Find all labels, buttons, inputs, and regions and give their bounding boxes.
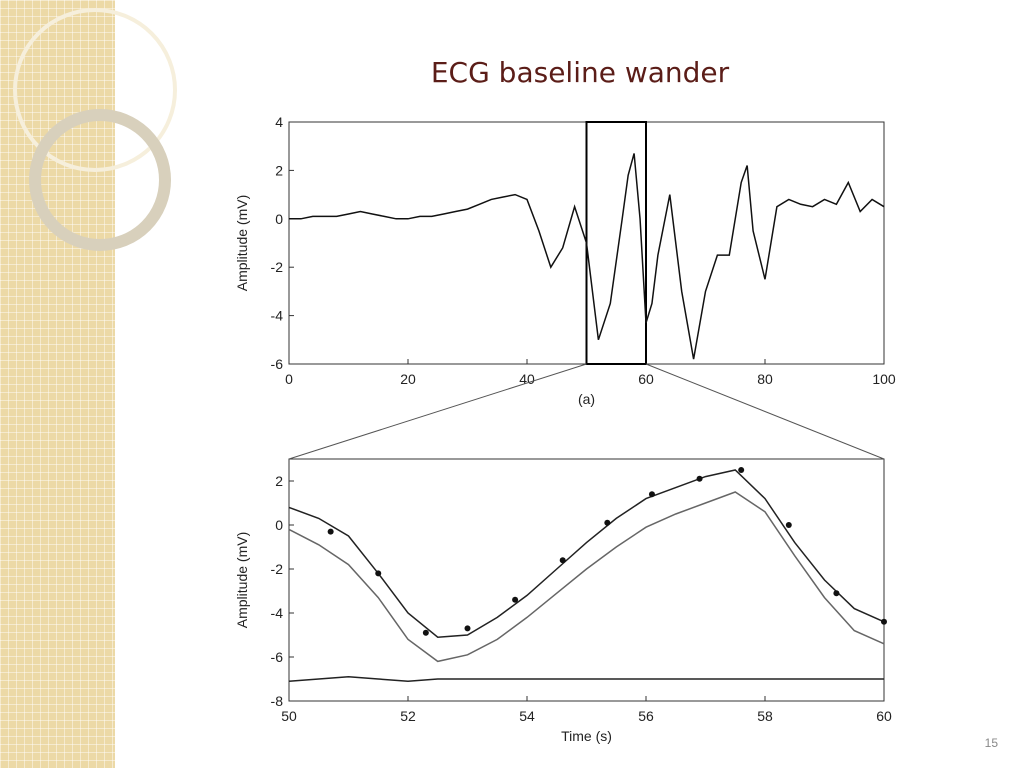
y-axis-label: Amplitude (mV) <box>234 532 250 628</box>
y-tick-label: -6 <box>271 649 284 665</box>
x-tick-label: 60 <box>876 708 892 724</box>
y-tick-label: 2 <box>275 473 283 489</box>
fiducial-point <box>327 528 334 535</box>
fiducial-point <box>696 475 703 482</box>
y-tick-label: 0 <box>275 517 283 533</box>
fiducial-point <box>559 557 566 564</box>
zoom-connector <box>645 363 885 460</box>
decor-circle <box>29 109 171 251</box>
page-number: 15 <box>985 736 999 750</box>
y-axis-label: Amplitude (mV) <box>234 195 250 291</box>
x-tick-label: 56 <box>638 708 654 724</box>
fiducial-point <box>604 519 611 526</box>
x-tick-label: 80 <box>757 371 773 387</box>
y-tick-label: 4 <box>275 114 283 130</box>
x-tick-label: 50 <box>281 708 297 724</box>
x-axis-label: Time (s) <box>561 728 612 744</box>
x-tick-label: 58 <box>757 708 773 724</box>
plot-frame <box>288 458 885 702</box>
x-tick-label: 60 <box>638 371 654 387</box>
fiducial-point <box>833 590 840 597</box>
signal-line <box>289 153 885 360</box>
x-tick-label: 100 <box>872 371 896 387</box>
y-tick-label: -2 <box>271 259 284 275</box>
y-tick-label: -6 <box>271 356 284 372</box>
fiducial-point <box>881 618 887 625</box>
signal-line <box>288 676 884 682</box>
x-tick-label: 20 <box>400 371 416 387</box>
slide-title: ECG baseline wander <box>431 56 730 89</box>
fiducial-point <box>375 570 382 577</box>
x-tick-label: 40 <box>519 371 535 387</box>
signal-line <box>288 469 885 638</box>
y-tick-label: -2 <box>271 561 284 577</box>
highlight-box <box>585 121 647 365</box>
x-axis-label: (a) <box>578 391 595 407</box>
y-tick-label: -4 <box>271 308 284 324</box>
fiducial-point <box>785 522 792 528</box>
y-tick-label: -4 <box>271 605 284 621</box>
signal-line <box>288 491 885 663</box>
y-tick-label: -8 <box>271 693 284 709</box>
zoom-connector <box>288 363 587 460</box>
y-tick-label: 0 <box>275 211 283 227</box>
y-tick-label: 2 <box>275 162 283 178</box>
x-tick-label: 0 <box>285 371 293 387</box>
fiducial-point <box>464 625 471 632</box>
fiducial-point <box>648 491 655 498</box>
decor-circle <box>13 8 177 172</box>
fiducial-point <box>422 629 429 636</box>
fiducial-point <box>512 596 519 603</box>
x-tick-label: 52 <box>400 708 416 724</box>
x-tick-label: 54 <box>519 708 535 724</box>
fiducial-point <box>738 467 745 473</box>
